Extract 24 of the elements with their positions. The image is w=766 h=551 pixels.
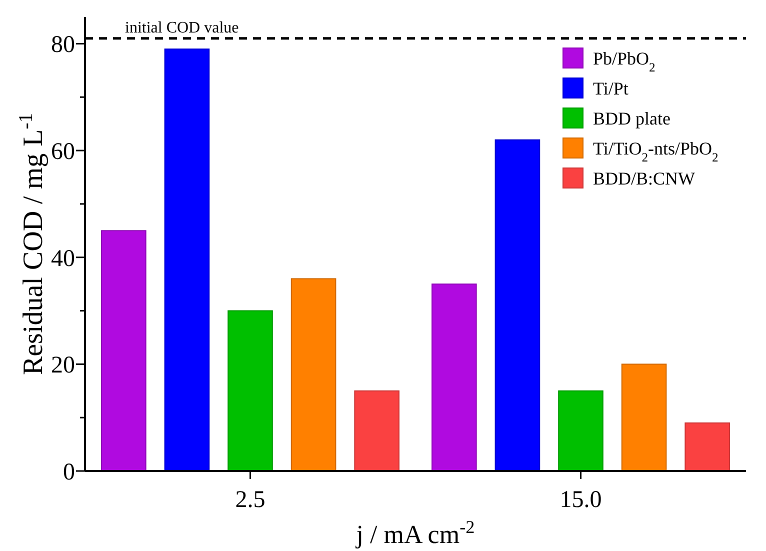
y-tick-label: 80 [51, 32, 75, 58]
legend-label: BDD plate [593, 108, 670, 128]
bar [494, 139, 540, 472]
x-tick-label: 15.0 [560, 487, 602, 513]
legend-label: Pb/PbO$_{2}$ [593, 48, 656, 74]
bar [558, 390, 604, 472]
bar [354, 390, 400, 472]
bar [228, 310, 273, 472]
x-tick-label: 2.5 [235, 487, 266, 513]
legend-label: BDD/B:CNW [593, 168, 696, 188]
legend-label: Ti/Pt [593, 78, 628, 98]
legend-label: Ti/TiO$_{2}$-nts/PbO$_{2}$ [593, 138, 718, 164]
y-tick-label: 20 [51, 352, 75, 379]
bar [621, 364, 667, 472]
y-tick-label: 40 [51, 246, 75, 272]
bar [290, 278, 336, 472]
y-tick-label: 60 [51, 138, 75, 165]
bar [684, 422, 730, 472]
bar [164, 48, 210, 472]
y-tick-label: 0 [63, 459, 75, 486]
bar [432, 284, 477, 472]
ref-line-label: initial COD value [125, 19, 239, 36]
x-axis-title: j / mA cm$^{-2}$ [355, 517, 475, 549]
bar [101, 230, 146, 472]
